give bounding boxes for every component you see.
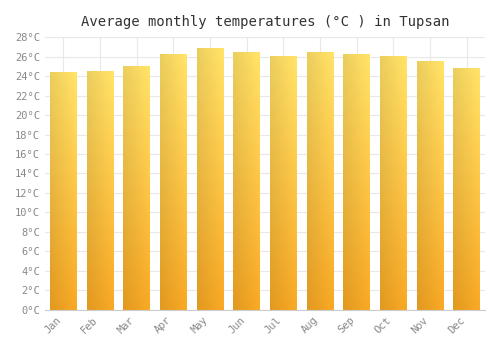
Title: Average monthly temperatures (°C ) in Tupsan: Average monthly temperatures (°C ) in Tu…	[80, 15, 449, 29]
